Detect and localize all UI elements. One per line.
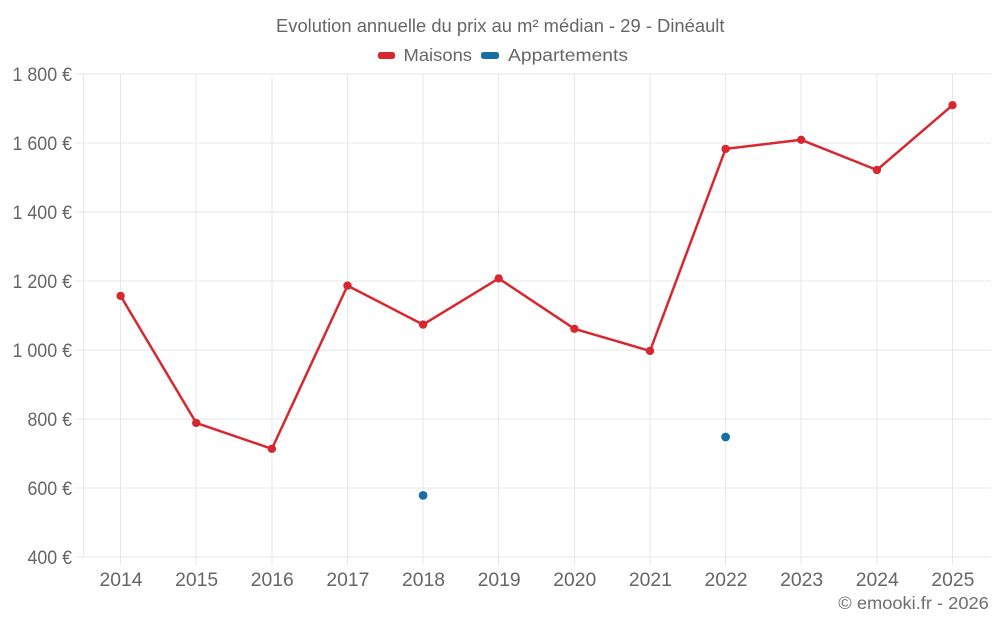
svg-text:2021: 2021 bbox=[629, 569, 672, 591]
svg-text:Evolution annuelle du prix au: Evolution annuelle du prix au m² médian … bbox=[276, 16, 725, 36]
svg-text:Appartements: Appartements bbox=[508, 45, 628, 65]
svg-text:2018: 2018 bbox=[402, 569, 445, 591]
svg-text:2022: 2022 bbox=[705, 569, 748, 591]
svg-text:2020: 2020 bbox=[553, 569, 596, 591]
svg-text:Maisons: Maisons bbox=[404, 45, 473, 65]
svg-text:2023: 2023 bbox=[780, 569, 823, 591]
svg-text:1 600 €: 1 600 € bbox=[13, 133, 73, 155]
svg-text:2019: 2019 bbox=[478, 569, 521, 591]
svg-text:1 000 €: 1 000 € bbox=[13, 340, 73, 362]
svg-text:2016: 2016 bbox=[251, 569, 294, 591]
svg-text:2017: 2017 bbox=[326, 569, 369, 591]
svg-text:1 200 €: 1 200 € bbox=[13, 271, 73, 293]
svg-text:1 400 €: 1 400 € bbox=[13, 202, 73, 224]
svg-text:2025: 2025 bbox=[931, 569, 974, 591]
svg-text:600 €: 600 € bbox=[28, 478, 73, 500]
svg-text:2014: 2014 bbox=[100, 569, 143, 591]
svg-text:2015: 2015 bbox=[175, 569, 218, 591]
svg-text:400 €: 400 € bbox=[28, 547, 73, 569]
svg-text:2024: 2024 bbox=[856, 569, 899, 591]
svg-text:800 €: 800 € bbox=[28, 409, 73, 431]
svg-text:© emooki.fr - 2026: © emooki.fr - 2026 bbox=[838, 593, 989, 613]
svg-text:1 800 €: 1 800 € bbox=[13, 64, 73, 86]
